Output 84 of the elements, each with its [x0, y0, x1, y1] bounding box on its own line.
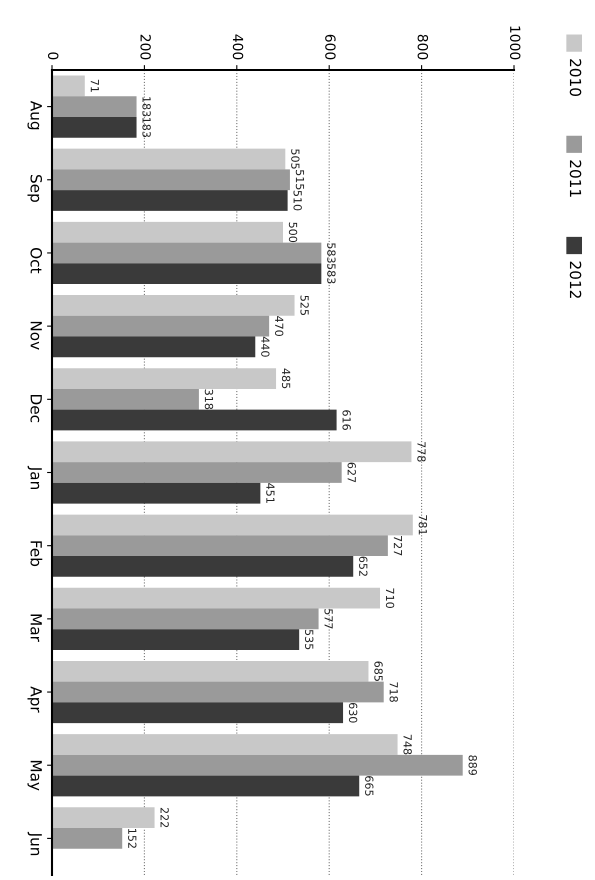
- bar: [52, 75, 85, 96]
- bar: [52, 388, 199, 410]
- y-tick-label: Apr: [27, 686, 42, 713]
- bar: [52, 462, 342, 483]
- x-tick-label: 800: [418, 34, 428, 60]
- data-label: 889: [468, 755, 477, 776]
- bar: [52, 263, 322, 284]
- bar: [52, 336, 256, 358]
- bar: [52, 410, 337, 430]
- data-label: 652: [359, 556, 368, 576]
- data-label: 727: [394, 536, 402, 556]
- bar: [52, 734, 398, 755]
- bar: [52, 148, 286, 170]
- bar: [52, 807, 155, 828]
- bar: [52, 535, 388, 556]
- data-label: 183: [142, 118, 151, 138]
- data-label: 510: [293, 190, 302, 210]
- data-label: 748: [403, 734, 412, 754]
- data-label: 440: [261, 336, 270, 357]
- bar: [52, 242, 322, 264]
- data-label: 778: [417, 442, 426, 462]
- y-tick-label: Mar: [30, 614, 42, 642]
- data-label: 583: [327, 264, 336, 284]
- data-label: 318: [204, 390, 214, 410]
- data-label: 71: [90, 80, 99, 92]
- bar: [52, 169, 290, 190]
- bar: [52, 556, 354, 577]
- y-tick-label: Jan: [28, 466, 42, 489]
- bar: [52, 608, 319, 630]
- y-tick-label: Feb: [30, 541, 42, 566]
- data-label: 781: [418, 515, 428, 535]
- bar: [52, 96, 137, 117]
- bar: [52, 629, 300, 650]
- data-label: 183: [142, 97, 151, 116]
- data-label: 710: [386, 588, 394, 608]
- y-tick-label: Jun: [28, 832, 42, 856]
- y-tick-label: Dec: [30, 395, 42, 422]
- data-label: 451: [266, 483, 274, 503]
- bar: [52, 441, 412, 462]
- bar: [52, 588, 380, 608]
- data-label: 500: [288, 222, 298, 242]
- bar: [52, 190, 288, 211]
- legend-label: 2011: [570, 160, 582, 197]
- bar: [52, 776, 360, 796]
- data-label: 525: [300, 296, 309, 316]
- legend-label: 2010: [570, 59, 582, 96]
- x-tick-label: 0: [48, 52, 58, 60]
- data-label: 505: [291, 149, 300, 169]
- data-label: 627: [348, 462, 356, 482]
- data-label: 515: [296, 170, 304, 190]
- bar: [52, 702, 344, 724]
- x-tick-label: 1000: [510, 26, 520, 60]
- x-tick-label: 400: [232, 34, 244, 60]
- bar: [52, 482, 260, 504]
- data-label: 718: [390, 682, 398, 702]
- data-label: 616: [342, 410, 351, 430]
- data-label: 665: [365, 776, 374, 796]
- bar: [52, 368, 276, 389]
- data-label: 485: [282, 368, 290, 388]
- bar: [52, 754, 463, 776]
- x-tick-label: 200: [140, 34, 151, 60]
- data-label: 535: [305, 630, 314, 650]
- data-label: 152: [128, 829, 136, 848]
- data-label: 577: [324, 609, 333, 629]
- data-label: 470: [274, 316, 284, 336]
- data-label: 583: [327, 243, 336, 263]
- bar: [52, 222, 283, 243]
- data-label: 630: [348, 702, 358, 723]
- y-tick-label: Aug: [27, 100, 42, 130]
- bar: [52, 295, 295, 316]
- legend-label: 2012: [570, 262, 582, 298]
- data-label: 222: [160, 808, 169, 828]
- bar: [52, 682, 384, 702]
- bar: [52, 514, 413, 536]
- bar: [52, 828, 122, 849]
- y-tick-label: Nov: [30, 322, 42, 350]
- data-label: 685: [374, 661, 383, 681]
- bar: [52, 316, 270, 337]
- y-tick-label: Oct: [30, 248, 42, 274]
- bar: [52, 660, 368, 682]
- x-tick-label: 600: [325, 34, 336, 60]
- y-tick-label: Sep: [27, 174, 42, 202]
- y-tick-label: May: [27, 760, 42, 791]
- bar: [52, 116, 137, 138]
